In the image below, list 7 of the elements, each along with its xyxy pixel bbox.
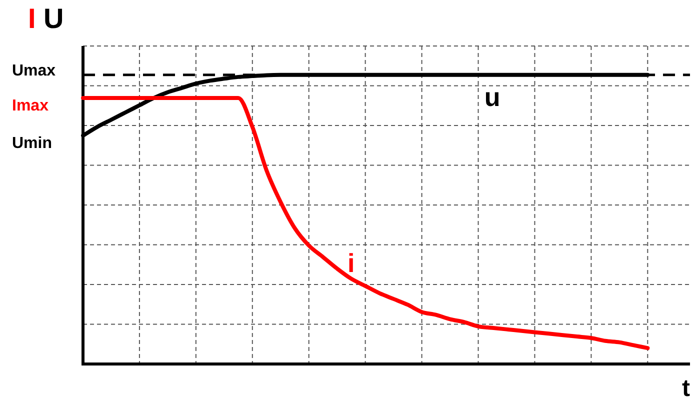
series-label: u bbox=[484, 82, 500, 112]
text: Umin bbox=[12, 135, 52, 152]
x-axis-title: t bbox=[682, 375, 690, 400]
text: Imax bbox=[12, 97, 49, 114]
series-label: i bbox=[347, 248, 355, 278]
ref-line-label: Umax bbox=[12, 62, 56, 80]
y-axis-title: I U bbox=[28, 3, 64, 34]
